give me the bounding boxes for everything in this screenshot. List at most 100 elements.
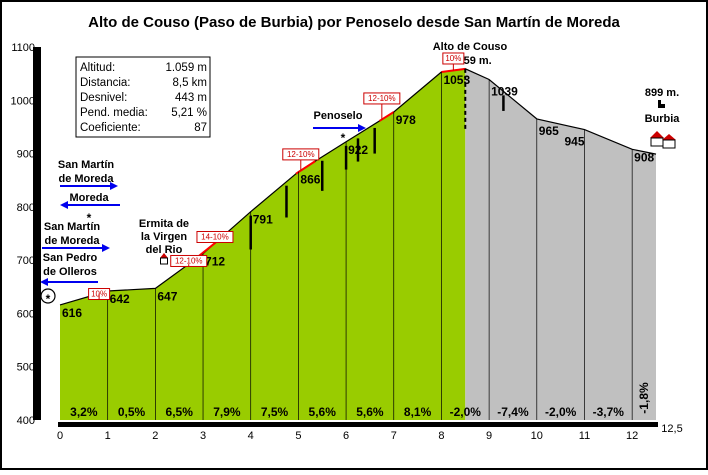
x-tick-label: 6	[343, 430, 349, 442]
burbia-altitude: 899 m.	[645, 87, 679, 99]
san-martin-mid-label: de Moreda	[44, 235, 100, 247]
gradient-label: 8,1%	[404, 405, 432, 419]
y-tick-label: 800	[17, 202, 35, 214]
burbia-village-icon	[650, 131, 676, 149]
y-tick-label: 1000	[11, 95, 35, 107]
san-pedro-label: de Olleros	[43, 266, 97, 278]
y-tick-label: 400	[17, 415, 35, 427]
x-tick-label: 4	[248, 430, 254, 442]
summary-row: Desnivel: 443 m	[80, 92, 207, 104]
elevation-label: 866	[300, 173, 320, 187]
x-tick-label: 2	[152, 430, 158, 442]
summary-row: Altitud: 1.059 m	[80, 62, 207, 74]
elevation-label: 978	[396, 113, 416, 127]
summary-value: 1.059 m	[165, 62, 207, 74]
summary-row: Distancia: 8,5 km	[80, 77, 207, 89]
profile-line	[59, 68, 657, 306]
elevation-label: 791	[253, 213, 273, 227]
x-tick-label: 0	[57, 430, 63, 442]
elevation-label: 908	[634, 150, 654, 164]
san-pedro-label: San Pedro	[43, 252, 98, 264]
summary-value: 8,5 km	[172, 77, 207, 89]
gradient-label: 0,5%	[118, 405, 146, 419]
penoselo-arrowhead	[358, 124, 366, 132]
elevation-label: 945	[564, 135, 584, 149]
gradient-label: -7,4%	[497, 405, 529, 419]
gradient-label: 7,9%	[213, 405, 241, 419]
summary-label: Coeficiente:	[80, 122, 141, 134]
y-axis-bar	[33, 47, 41, 420]
x-tick-label: 10	[531, 430, 543, 442]
elevation-label: 1053	[443, 73, 470, 87]
ermita-label: Ermita de	[139, 218, 189, 230]
descent-area	[465, 68, 656, 421]
san-martin-top-label: San Martín	[58, 159, 115, 171]
summit-name: Alto de Couso	[433, 41, 508, 53]
x-tick-label: 5	[295, 430, 301, 442]
chart-title: Alto de Couso (Paso de Burbia) por Penos…	[88, 14, 620, 31]
x-tick-label: 11	[579, 430, 590, 442]
summary-label: Distancia:	[80, 77, 131, 89]
gradient-tag: 10%	[445, 54, 461, 63]
gradient-label: 5,6%	[356, 405, 384, 419]
gradient-label: -2,0%	[545, 405, 577, 419]
gradient-tag: 14-10%	[201, 232, 229, 241]
penoselo-label: Penoselo	[314, 110, 363, 122]
summary-row: Coeficiente: 87	[80, 122, 207, 134]
x-tick-label: 12	[626, 430, 638, 442]
burbia-name: Burbia	[645, 113, 681, 125]
penoselo-church-icon: *	[341, 131, 346, 145]
summary-label: Altitud:	[80, 62, 115, 74]
x-tick-label: 8	[438, 430, 444, 442]
y-tick-label: 600	[17, 308, 35, 320]
climb-area	[60, 68, 466, 421]
gradient-tag: 12-10%	[368, 94, 396, 103]
summary-box	[75, 56, 211, 138]
gradient-label: 7,5%	[261, 405, 289, 419]
y-tick-label: 1100	[11, 42, 35, 54]
x-tick-label: 3	[200, 430, 206, 442]
y-tick-label: 500	[17, 362, 35, 374]
gradient-label: 3,2%	[70, 405, 98, 419]
elevation-label: 922	[348, 143, 368, 157]
y-tick-label: 700	[17, 255, 35, 267]
summary-row: Pend. media: 5,21 %	[80, 107, 207, 119]
gradient-label: -2,0%	[450, 405, 482, 419]
summary-label: Pend. media:	[80, 107, 148, 119]
gradient-label: 6,5%	[166, 405, 194, 419]
summary-value: 443 m	[175, 92, 207, 104]
elevation-label: 712	[205, 255, 225, 269]
elevation-label: 965	[539, 124, 559, 138]
burbia-flag-icon	[658, 100, 665, 108]
gradient-tag: 12-10%	[287, 150, 315, 159]
summary-value: 87	[194, 122, 207, 134]
san-martin-top-label: de Moreda	[58, 173, 114, 185]
steep-segment	[295, 160, 316, 175]
moreda-church-icon: *	[87, 211, 92, 225]
ermita-label: la Virgen	[141, 231, 188, 243]
elevation-label: 1039	[491, 85, 518, 99]
gradient-label: 5,6%	[309, 405, 337, 419]
summary-label: Desnivel:	[80, 92, 127, 104]
moreda-label: Moreda	[69, 192, 109, 204]
x-tick-label: 7	[391, 430, 397, 442]
svg-text:*: *	[46, 292, 51, 306]
gradient-tag: 12-10%	[175, 256, 203, 265]
summary-value: 5,21 %	[171, 107, 207, 119]
san-martin-mid-label: San Martín	[44, 221, 101, 233]
san-martin-mid-arrowhead	[102, 244, 110, 252]
x-tick-label: 9	[486, 430, 492, 442]
san-pedro-arrowhead	[40, 278, 48, 286]
x-tick-label: 1	[105, 430, 111, 442]
elevation-label: 647	[157, 289, 177, 303]
ermita-chapel-icon	[160, 253, 168, 265]
san-martin-top-arrowhead	[110, 182, 118, 190]
moreda-arrowhead	[60, 201, 68, 209]
elevation-label: 642	[110, 292, 130, 306]
y-tick-label: 900	[17, 149, 35, 161]
elevation-label: 616	[62, 306, 82, 320]
x-end-label: 12,5	[661, 423, 682, 435]
